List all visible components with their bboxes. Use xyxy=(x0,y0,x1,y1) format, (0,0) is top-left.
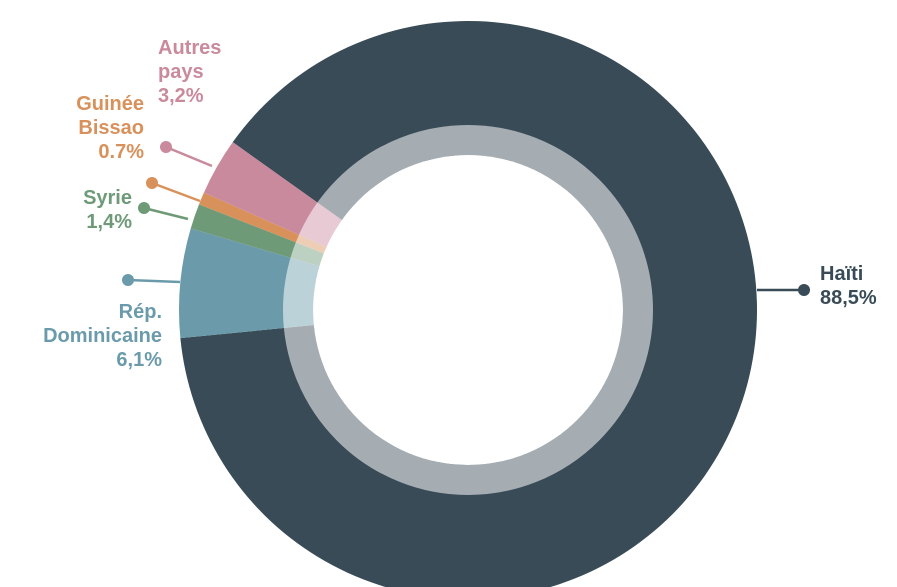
leader-line xyxy=(151,181,201,203)
label-name: Rép. Dominicaine xyxy=(43,301,162,347)
label-value: 88,5% xyxy=(820,287,877,309)
leader-dot xyxy=(122,274,134,286)
label-name: Syrie xyxy=(83,187,132,209)
hole xyxy=(313,155,623,465)
leader-line xyxy=(127,278,181,284)
slice-label: Haïti 88,5% xyxy=(820,262,897,310)
slice-label: Autres pays 3,2% xyxy=(158,36,248,108)
label-name: Haïti xyxy=(820,263,864,285)
leader-line xyxy=(143,206,189,221)
leader-dot xyxy=(146,177,158,189)
slice-label: Guinée Bissao 0.7% xyxy=(20,92,144,164)
label-value: 1,4% xyxy=(86,211,132,233)
slice-label: Syrie 1,4% xyxy=(20,186,132,234)
inner-ring xyxy=(283,125,653,495)
label-value: 3,2% xyxy=(158,85,204,107)
leader-dot xyxy=(138,202,150,214)
slice-label: Rép. Dominicaine 6,1% xyxy=(20,300,162,372)
label-value: 6,1% xyxy=(116,349,162,371)
leader-line xyxy=(165,145,213,168)
label-value: 0.7% xyxy=(98,141,144,163)
label-name: Autres pays xyxy=(158,37,222,83)
label-name: Guinée Bissao xyxy=(76,93,144,139)
leader-dot xyxy=(798,284,810,296)
leader-dot xyxy=(160,141,172,153)
